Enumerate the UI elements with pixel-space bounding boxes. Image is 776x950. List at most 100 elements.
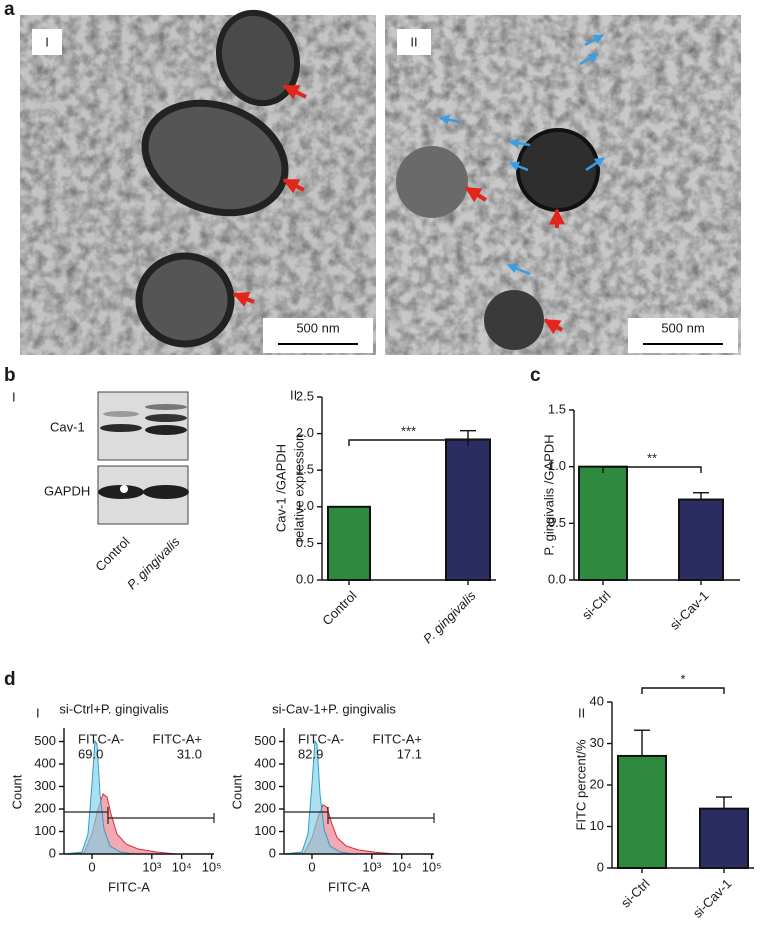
arrow <box>509 138 531 149</box>
x-tick-label: P. gingivalis <box>420 588 479 647</box>
panel-letter: b <box>4 365 16 386</box>
x-tick-label: 10⁴ <box>392 859 412 874</box>
panel-sublabel: I <box>36 705 40 720</box>
artifact <box>120 485 128 493</box>
plot-title: si-Cav-1+P. gingivalis <box>272 701 396 716</box>
gate-name: FITC-A- <box>298 731 344 746</box>
x-tick-label: 10³ <box>142 859 161 874</box>
panel-letter: a <box>4 0 15 20</box>
bar <box>445 438 491 581</box>
scale-label: 500 nm <box>661 320 704 335</box>
y-tick-label: 1.5 <box>296 462 314 477</box>
gate-name: FITC-A+ <box>373 731 422 746</box>
panel-sublabel: II <box>578 705 585 720</box>
significance: ** <box>647 450 657 465</box>
scale-box <box>628 318 738 353</box>
y-axis-label: P. gingivalis /GAPDH <box>541 434 556 555</box>
y-tick-label: 0 <box>269 845 276 860</box>
band <box>145 414 187 422</box>
histogram-curve <box>283 739 355 855</box>
x-tick-label: 10⁵ <box>422 859 442 874</box>
bar <box>678 498 724 581</box>
panel-letter: c <box>530 365 541 386</box>
x-tick-label: 10⁵ <box>202 859 222 874</box>
y-axis-label: relative expression <box>291 434 306 542</box>
y-tick-label: 100 <box>34 823 56 838</box>
y-axis-label: Count <box>9 774 24 809</box>
micrograph-label: II <box>410 34 417 49</box>
x-tick-label: si-Ctrl <box>579 588 614 623</box>
y-tick-label: 20 <box>590 776 604 791</box>
histogram-curve <box>63 739 135 855</box>
bacterium <box>484 290 544 350</box>
arrow <box>507 263 531 276</box>
gate-name: FITC-A+ <box>153 731 202 746</box>
y-tick-label: 30 <box>590 735 604 750</box>
y-tick-label: 300 <box>34 778 56 793</box>
arrow <box>509 161 529 172</box>
y-axis-label: FITC percent/% <box>573 739 588 830</box>
y-tick-label: 300 <box>254 778 276 793</box>
gate-name: FITC-A- <box>78 731 124 746</box>
y-tick-label: 200 <box>34 800 56 815</box>
y-tick-label: 1.5 <box>548 401 566 416</box>
bar <box>617 754 667 870</box>
arrow <box>585 156 605 172</box>
significance-bracket <box>348 439 469 446</box>
x-axis-label: FITC-A <box>108 879 150 894</box>
panel-sublabel: II <box>290 387 297 402</box>
histogram-curve <box>63 793 177 855</box>
band <box>143 485 189 499</box>
scale-label: 500 nm <box>296 320 339 335</box>
panel-letter: d <box>4 669 16 690</box>
x-tick-label: 0 <box>308 859 315 874</box>
band <box>145 404 187 410</box>
band <box>103 411 139 417</box>
arrow <box>579 52 599 66</box>
y-tick-label: 0.5 <box>548 515 566 530</box>
arrow <box>282 178 305 194</box>
y-tick-label: 200 <box>254 800 276 815</box>
x-tick-label: 10³ <box>362 859 381 874</box>
significance-bracket <box>641 687 725 694</box>
gate-percent: 17.1 <box>397 746 422 761</box>
x-tick-label: si-Cav-1 <box>690 876 735 921</box>
x-tick-label: si-Cav-1 <box>667 588 712 633</box>
x-tick-label: 10⁴ <box>172 859 192 874</box>
western-blot: I Cav-1 GAPDH Control P. gingivalis <box>12 389 189 592</box>
micrograph-label: I <box>45 34 49 49</box>
bacterium <box>396 146 468 218</box>
bacterium <box>215 9 301 107</box>
x-axis-label: FITC-A <box>328 879 370 894</box>
y-axis-label: Count <box>229 774 244 809</box>
band-label: Cav-1 <box>50 419 85 434</box>
label-box <box>397 29 431 55</box>
y-tick-label: 100 <box>254 823 276 838</box>
bar <box>699 807 749 870</box>
y-tick-label: 0 <box>597 859 604 874</box>
bacterium <box>135 252 235 348</box>
bar <box>327 505 371 581</box>
y-tick-label: 1.0 <box>548 458 566 473</box>
arrow <box>584 33 604 47</box>
x-tick-label: si-Ctrl <box>618 876 653 911</box>
bar <box>578 465 628 581</box>
y-tick-label: 10 <box>590 818 604 833</box>
y-axis-label: Cav-1 /GAPDH <box>273 444 288 532</box>
y-tick-label: 0.0 <box>548 571 566 586</box>
gate-percent: 82.9 <box>298 746 323 761</box>
arrow <box>232 291 255 307</box>
micrograph: II 500 nm <box>385 15 741 355</box>
band <box>98 485 144 499</box>
y-tick-label: 400 <box>34 755 56 770</box>
y-tick-label: 0.0 <box>296 571 314 586</box>
plot-title: si-Ctrl+P. gingivalis <box>59 701 169 716</box>
band <box>145 425 187 435</box>
scale-box <box>263 318 373 353</box>
lane-label: P. gingivalis <box>124 534 183 593</box>
gate-percent: 31.0 <box>177 746 202 761</box>
y-tick-label: 500 <box>254 733 276 748</box>
y-tick-label: 1.0 <box>296 498 314 513</box>
significance-bracket <box>602 466 702 473</box>
